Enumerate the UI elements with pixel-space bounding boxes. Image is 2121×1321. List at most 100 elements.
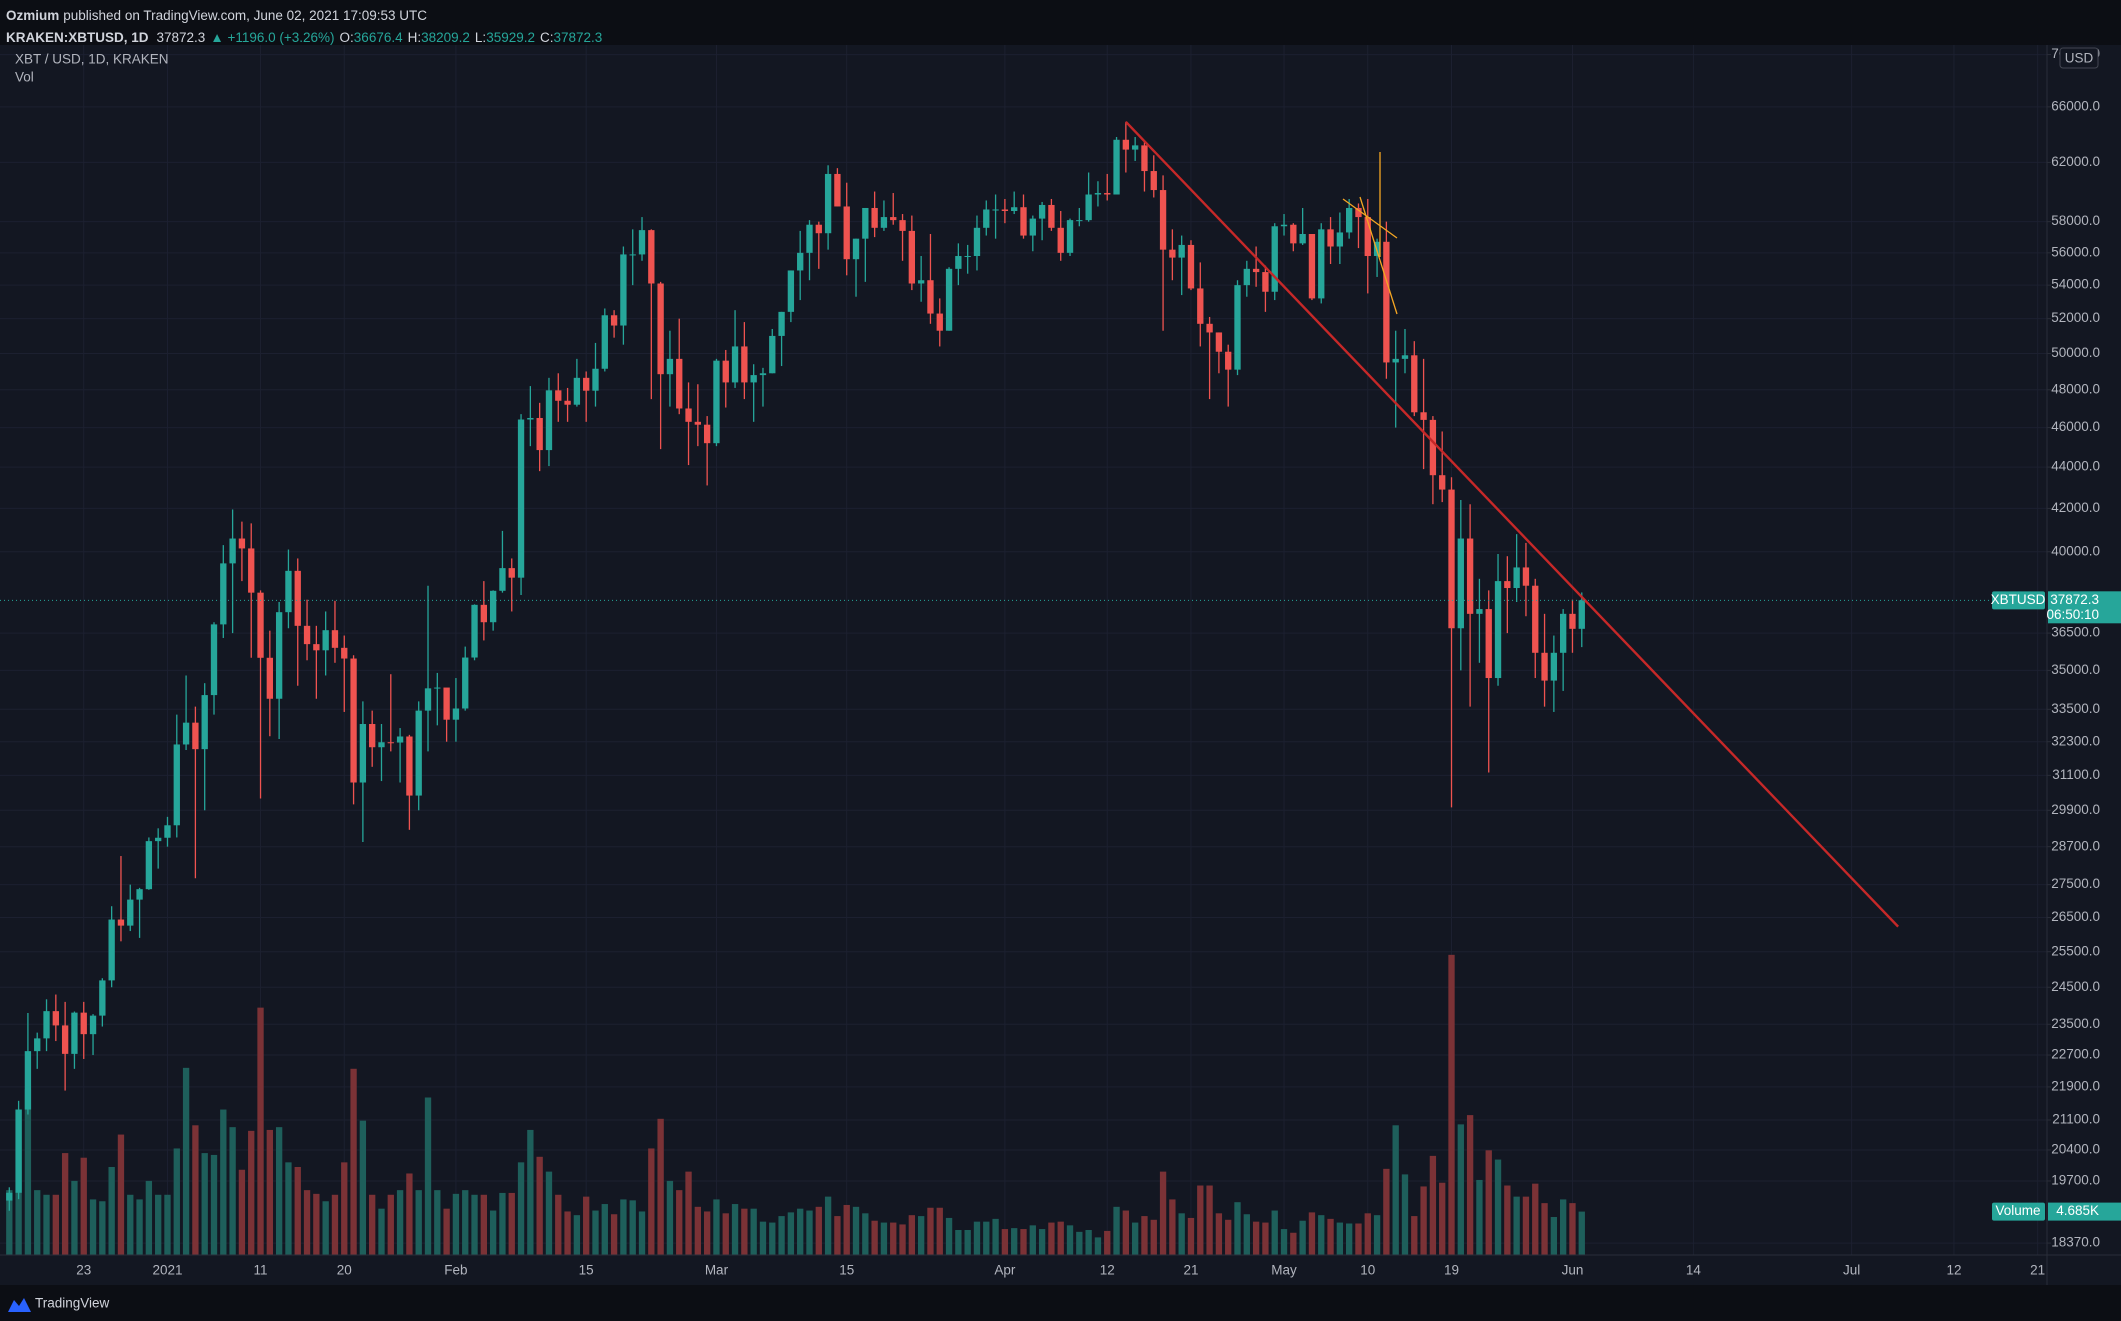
volume-bar <box>1215 1213 1223 1255</box>
candle-body <box>52 1011 59 1026</box>
x-tick-label: 15 <box>579 1263 594 1278</box>
candle-body <box>676 358 683 409</box>
volume-bar <box>573 1215 581 1255</box>
candle-body <box>1504 581 1511 589</box>
candle-body <box>117 919 125 926</box>
candle-body <box>145 841 153 890</box>
volume-bar <box>489 1210 497 1255</box>
volume-bar <box>1131 1222 1139 1255</box>
volume-bar <box>471 1194 478 1255</box>
y-tick-label: 20400.0 <box>2051 1142 2100 1157</box>
candle-body <box>1187 244 1195 289</box>
volume-bar <box>1252 1221 1260 1255</box>
volume-bar <box>1550 1217 1558 1255</box>
currency-badge[interactable] <box>2059 47 2099 69</box>
candle-body <box>852 238 860 260</box>
candle-body <box>89 1015 97 1035</box>
candle-body <box>61 1025 69 1054</box>
candle-body <box>155 837 162 842</box>
x-tick-label: 12 <box>1100 1263 1115 1278</box>
volume-bar <box>1141 1216 1148 1255</box>
candle-body <box>1522 567 1530 586</box>
candle-body <box>1420 412 1427 420</box>
y-tick-label: 54000.0 <box>2051 277 2100 292</box>
y-tick-label: 42000.0 <box>2051 500 2100 515</box>
candle-body <box>806 224 813 253</box>
candle-body <box>1215 332 1223 352</box>
volume-bar <box>1150 1219 1157 1255</box>
candle-body <box>601 315 608 369</box>
volume-bar <box>815 1206 822 1255</box>
x-tick-label: 20 <box>337 1263 352 1278</box>
currency[interactable]: USD <box>2065 51 2094 66</box>
symbol-label: XBTUSD <box>1991 592 2046 607</box>
candle-body <box>136 889 143 900</box>
candle-body <box>1532 585 1539 653</box>
volume-bar <box>192 1125 199 1255</box>
volume-bar <box>229 1127 236 1255</box>
volume-bar <box>1466 1115 1474 1255</box>
volume-bar <box>908 1215 916 1255</box>
candle-body <box>1094 193 1102 195</box>
volume-bar <box>1169 1199 1176 1255</box>
candle-body <box>1355 207 1362 218</box>
volume-bar <box>1457 1124 1464 1255</box>
symbol: KRAKEN:XBTUSD, 1D <box>6 30 149 45</box>
y-tick-label: 58000.0 <box>2051 213 2100 228</box>
volume-bar <box>1197 1185 1204 1255</box>
volume-bar <box>601 1204 608 1255</box>
candle-body <box>1439 475 1446 490</box>
volume-bar <box>1178 1213 1185 1255</box>
candle-body <box>1234 285 1241 370</box>
change: ▲ +1196.0 (+3.26%) <box>210 30 334 45</box>
volume-bar <box>117 1134 125 1255</box>
candle-body <box>1131 145 1139 150</box>
candle-body <box>1411 355 1418 413</box>
volume-legend: Vol <box>15 70 34 85</box>
volume-bar <box>331 1194 339 1255</box>
x-tick-label: 2021 <box>152 1263 182 1278</box>
volume-bar <box>703 1211 711 1255</box>
y-tick-label: 19700.0 <box>2051 1173 2100 1188</box>
candle-body <box>322 630 329 651</box>
y-tick-label: 27500.0 <box>2051 876 2100 891</box>
candle-body <box>378 742 385 748</box>
candle-body <box>1206 323 1213 333</box>
candle-body <box>462 657 469 709</box>
volume-bar <box>415 1190 422 1255</box>
volume-bar <box>1476 1179 1483 1255</box>
footer-bar <box>0 1285 2121 1321</box>
candle-body <box>834 173 841 207</box>
volume-bar <box>741 1208 748 1255</box>
candle-body <box>127 899 134 926</box>
volume-bar <box>1280 1229 1288 1255</box>
candle-body <box>517 419 525 578</box>
candle-body <box>43 1011 50 1039</box>
candle-body <box>1011 207 1018 212</box>
candle-body <box>275 612 283 699</box>
volume-bar <box>983 1221 990 1255</box>
candle-body <box>843 206 850 260</box>
candle-body <box>238 538 246 549</box>
candle-body <box>99 980 106 1016</box>
candle-layer <box>6 121 1585 1211</box>
candle-body <box>1029 218 1036 236</box>
ohlc-label: L: <box>475 30 486 45</box>
volume-bar <box>1029 1225 1036 1255</box>
volume-bar <box>34 1190 41 1255</box>
candle-body <box>815 224 822 234</box>
volume-bar <box>843 1204 850 1255</box>
volume-bar <box>136 1199 143 1255</box>
y-tick-label: 40000.0 <box>2051 543 2100 558</box>
volume-bar <box>1038 1229 1046 1255</box>
header-bar <box>0 0 2121 45</box>
candle-body <box>108 919 115 981</box>
volume-bar <box>806 1210 813 1255</box>
x-tick-label: 12 <box>1946 1263 1961 1278</box>
candle-body <box>638 230 646 255</box>
candle-body <box>1169 249 1176 258</box>
y-tick-label: 46000.0 <box>2051 419 2100 434</box>
candle-body <box>973 227 981 257</box>
volume-bar <box>694 1206 702 1255</box>
candle-body <box>257 592 264 658</box>
